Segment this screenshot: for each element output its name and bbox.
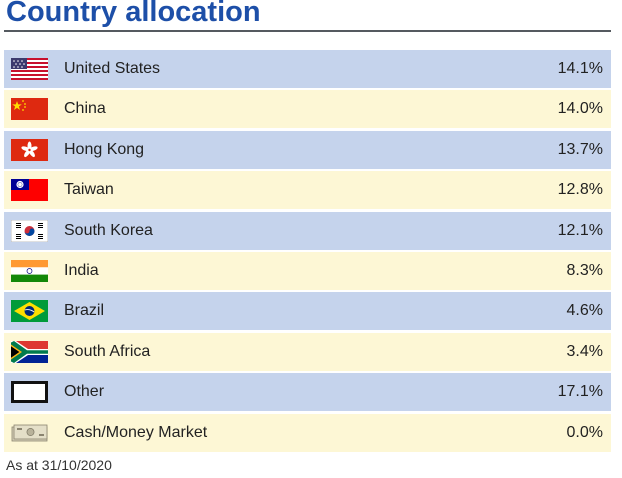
south-africa-flag-icon — [11, 340, 48, 363]
south-korea-flag-icon — [11, 219, 48, 242]
allocation-value: 12.8% — [557, 181, 603, 199]
empty-frame-icon — [11, 381, 48, 404]
country-label: Hong Kong — [64, 140, 145, 158]
taiwan-flag-icon — [11, 179, 48, 202]
table-row: United States 14.1% — [4, 50, 611, 88]
allocation-value: 14.1% — [557, 60, 603, 77]
allocation-value: 4.6% — [566, 302, 603, 320]
table-row: China 14.0% — [4, 90, 611, 129]
allocation-value: 8.3% — [566, 261, 603, 279]
allocation-value: 17.1% — [557, 383, 603, 401]
country-label: Taiwan — [64, 181, 114, 199]
table-row: India 8.3% — [4, 251, 611, 290]
as-at-date-note: As at 31/10/2020 — [6, 457, 112, 473]
india-flag-icon — [11, 259, 48, 282]
table-row: Brazil 4.6% — [4, 292, 611, 331]
allocation-value: 0.0% — [566, 423, 603, 441]
allocation-value: 12.1% — [557, 221, 603, 239]
country-label: South Korea — [64, 221, 153, 239]
banknote-icon — [11, 422, 48, 444]
country-label: Cash/Money Market — [64, 423, 208, 441]
country-label: United States — [64, 60, 161, 77]
allocation-value: 13.7% — [557, 140, 603, 158]
title-divider — [4, 30, 611, 32]
country-label: Brazil — [64, 302, 105, 320]
country-label: South Africa — [64, 342, 151, 360]
table-row: South Africa 3.4% — [4, 332, 611, 371]
table-row: South Korea 12.1% — [4, 211, 611, 250]
country-label: Other — [64, 383, 105, 401]
hong-kong-flag-icon — [11, 138, 48, 161]
chart-title: Country allocation — [6, 0, 261, 28]
table-row: Other 17.1% — [4, 373, 611, 412]
allocation-value: 3.4% — [566, 342, 603, 360]
table-row: Hong Kong 13.7% — [4, 130, 611, 169]
united-states-flag-icon — [11, 58, 48, 80]
country-label: China — [64, 100, 106, 118]
china-flag-icon — [11, 98, 48, 121]
brazil-flag-icon — [11, 300, 48, 323]
table-row: Cash/Money Market 0.0% — [4, 413, 611, 452]
country-allocation-table: United States 14.1% China 14.0% — [4, 50, 611, 454]
table-row: Taiwan 12.8% — [4, 171, 611, 210]
allocation-value: 14.0% — [557, 100, 603, 118]
country-label: India — [64, 261, 99, 279]
